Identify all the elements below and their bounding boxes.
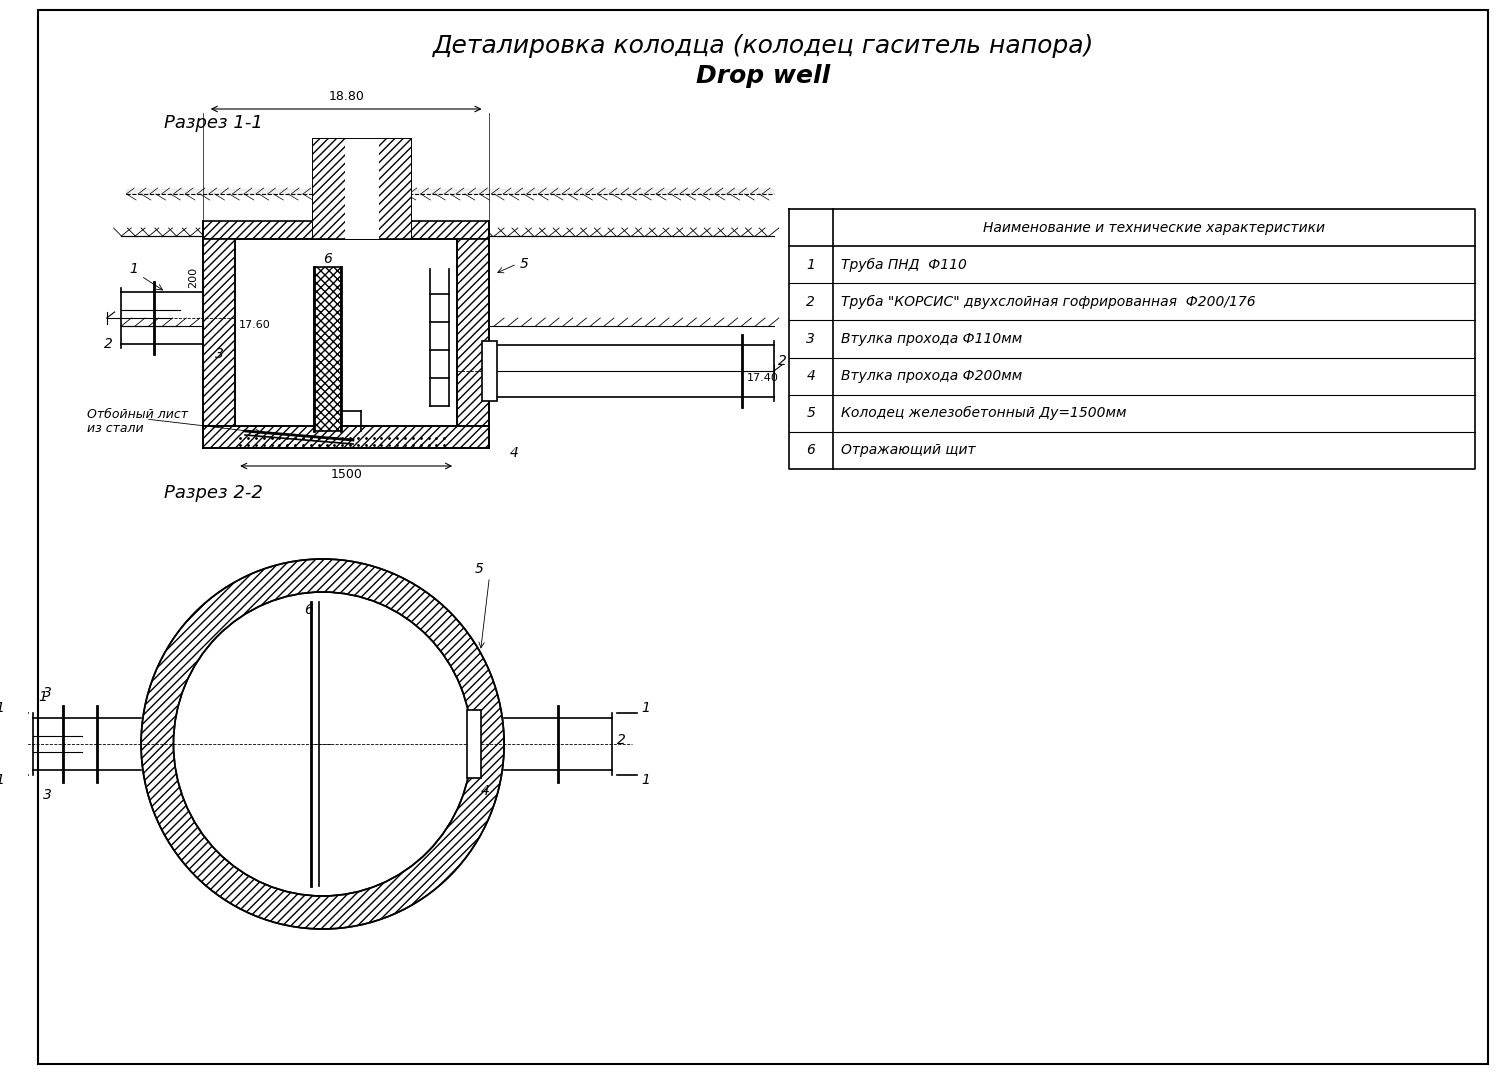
Bar [379, 139, 410, 240]
Text: 1: 1 [0, 773, 3, 787]
Text: Отбойный лист: Отбойный лист [87, 407, 189, 421]
Text: 2: 2 [806, 295, 815, 309]
Bar [202, 240, 235, 426]
Text: 3: 3 [43, 788, 52, 802]
Bar [313, 139, 345, 240]
Text: 3: 3 [216, 347, 225, 361]
Text: 17.60: 17.60 [240, 320, 271, 330]
Bar [345, 139, 379, 240]
Text: Труба "КОРСИС" двухслойная гофрированная  Ф200/176: Труба "КОРСИС" двухслойная гофрированная… [840, 294, 1255, 309]
Bar [202, 426, 490, 448]
Text: 1: 1 [0, 701, 3, 715]
Bar [313, 267, 342, 431]
Text: Колодец железобетонный Ду=1500мм: Колодец железобетонный Ду=1500мм [840, 406, 1126, 420]
Text: 5: 5 [475, 562, 484, 576]
Text: Разрез 2-2: Разрез 2-2 [163, 484, 262, 502]
Text: Наименование и технические характеристики: Наименование и технические характеристик… [983, 220, 1326, 234]
Text: 200: 200 [187, 266, 198, 288]
Text: 6: 6 [304, 603, 313, 616]
Text: 6: 6 [324, 252, 333, 266]
Text: Втулка прохода Ф200мм: Втулка прохода Ф200мм [840, 369, 1022, 383]
Text: 6: 6 [806, 444, 815, 458]
Text: 5: 5 [520, 257, 529, 271]
Bar [467, 710, 481, 778]
Text: 2: 2 [617, 732, 626, 748]
Text: Разрез 1-1: Разрез 1-1 [163, 114, 262, 132]
Text: 18.80: 18.80 [328, 90, 364, 103]
Text: 1: 1 [806, 258, 815, 272]
Text: 1500: 1500 [330, 468, 363, 481]
Text: Отражающий щит: Отражающий щит [840, 444, 975, 458]
Text: 4: 4 [481, 784, 490, 798]
Text: 2: 2 [777, 354, 786, 368]
Text: Труба ПНД  Ф110: Труба ПНД Ф110 [840, 258, 966, 272]
Bar [481, 342, 497, 401]
Bar [202, 221, 490, 240]
Text: 5: 5 [806, 406, 815, 420]
Text: 3: 3 [43, 686, 52, 700]
Text: 1: 1 [641, 773, 650, 787]
Bar [313, 139, 410, 240]
Text: 3: 3 [806, 332, 815, 346]
Text: из стали: из стали [87, 422, 144, 435]
Text: 1: 1 [39, 690, 48, 703]
Text: 1: 1 [641, 701, 650, 715]
Text: 4: 4 [806, 369, 815, 383]
Text: Drop well: Drop well [697, 64, 830, 88]
Text: 17.40: 17.40 [746, 373, 779, 383]
Text: 2: 2 [105, 337, 114, 351]
Text: Деталировка колодца (колодец гаситель напора): Деталировка колодца (колодец гаситель на… [433, 34, 1094, 58]
Text: 1: 1 [130, 262, 139, 276]
Bar [457, 240, 490, 426]
Text: Втулка прохода Ф110мм: Втулка прохода Ф110мм [840, 332, 1022, 346]
Text: 4: 4 [509, 446, 518, 460]
